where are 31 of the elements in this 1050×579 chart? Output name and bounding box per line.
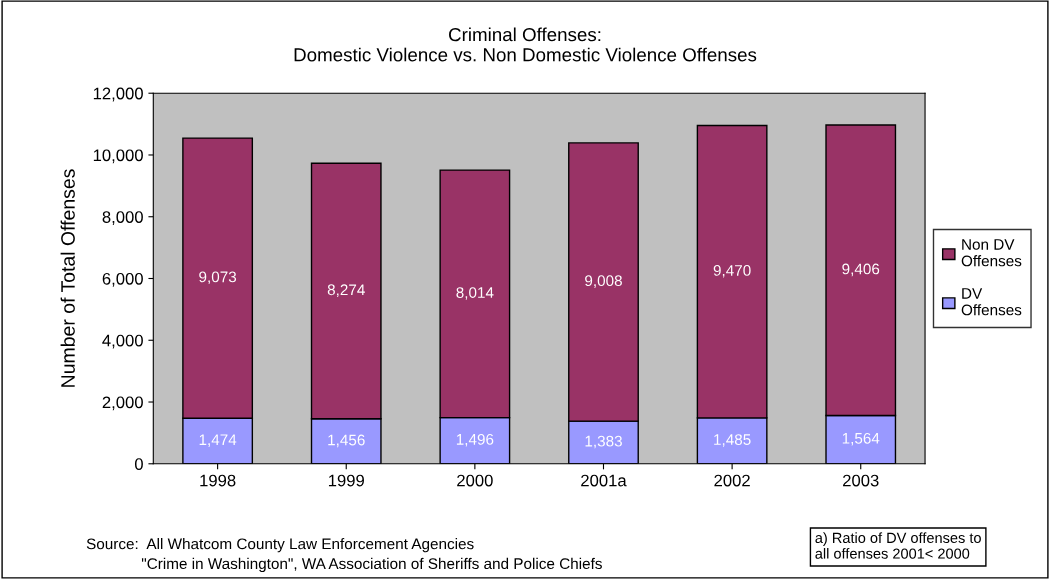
x-tick-label: 2000 bbox=[457, 474, 493, 487]
text: a) Ratio of DV offenses to all offenses 2001< 2000 bbox=[815, 532, 981, 559]
chart-title: Criminal Offenses: Domestic Violence vs. Non Domestic Violence Offenses bbox=[294, 27, 757, 62]
y-tick-label: 2,000 bbox=[102, 396, 143, 411]
data-label: 1,474 bbox=[199, 434, 237, 447]
legend-label: DV Offenses bbox=[961, 288, 1022, 316]
y-tick-label: 0 bbox=[134, 458, 143, 470]
legend-label: Non DV Offenses bbox=[961, 239, 1022, 267]
data-label: 1,564 bbox=[842, 432, 880, 446]
x-tick-label: 2003 bbox=[843, 474, 879, 487]
x-tick-label: 2001a bbox=[581, 474, 627, 487]
y-tick-label: 12,000 bbox=[93, 87, 143, 102]
data-label: 9,406 bbox=[842, 263, 880, 277]
y-axis-title: Number of Total Offenses bbox=[60, 169, 75, 387]
data-label: 8,274 bbox=[327, 284, 365, 297]
x-tick-label: 2002 bbox=[714, 474, 750, 487]
x-tick-label: 1999 bbox=[328, 474, 364, 487]
data-label: 8,014 bbox=[456, 287, 494, 300]
data-label: 1,383 bbox=[585, 435, 622, 449]
x-tick-label: 1998 bbox=[200, 474, 236, 487]
y-tick-label: 8,000 bbox=[102, 211, 143, 225]
data-label: 1,456 bbox=[328, 434, 365, 448]
y-tick-label: 10,000 bbox=[93, 149, 143, 164]
y-tick-label: 6,000 bbox=[102, 272, 143, 287]
y-tick-label: 4,000 bbox=[102, 334, 143, 349]
data-label: 1,485 bbox=[714, 434, 751, 447]
data-label: 1,496 bbox=[456, 433, 494, 447]
data-label: 9,073 bbox=[199, 271, 237, 285]
data-label: 9,008 bbox=[585, 275, 622, 288]
data-label: 9,470 bbox=[713, 264, 751, 278]
source-note: Source: All Whatcom County Law Enforcement Agencies "Crime in Washington", WA Association of Sheriffs and Police Chiefs bbox=[86, 538, 602, 573]
